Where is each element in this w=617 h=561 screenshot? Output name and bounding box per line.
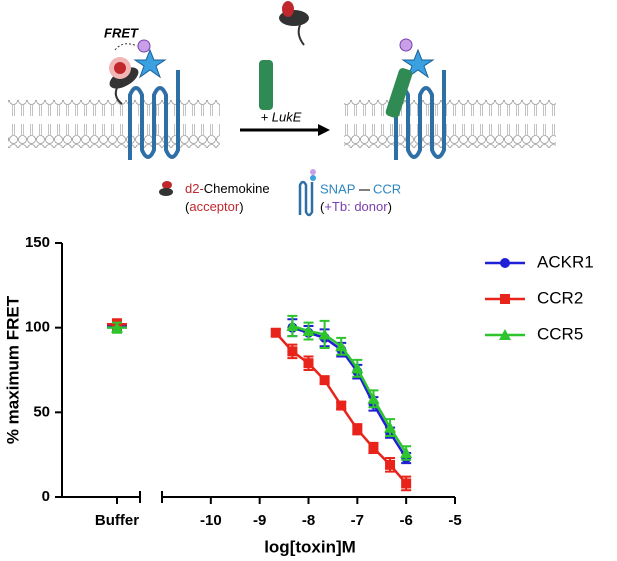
membrane [344, 100, 556, 148]
toxin [259, 60, 273, 110]
acceptor [282, 1, 294, 17]
x-tick-label: -9 [253, 512, 266, 529]
legend-label: CCR5 [537, 324, 583, 343]
legend-label: CCR2 [537, 288, 583, 307]
legend-marker [500, 258, 510, 268]
x-tick-label: -7 [351, 512, 364, 529]
buffer-point [111, 321, 123, 333]
acceptor-text: acceptor [189, 199, 240, 214]
x-axis-title: log[toxin]M [264, 537, 356, 556]
legend-label: ACKR1 [537, 252, 594, 271]
y-axis-title: % maximum FRET [3, 295, 22, 444]
data-point [385, 459, 396, 470]
data-point [303, 358, 314, 369]
y-tick-label: 50 [33, 403, 50, 420]
x-tick-label: -8 [302, 512, 315, 529]
data-point [352, 424, 363, 435]
data-point [351, 362, 364, 374]
legend-marker [500, 294, 510, 304]
snap-tag [133, 48, 167, 79]
snap-tag [401, 48, 435, 79]
receptor [128, 70, 180, 160]
data-point [384, 421, 397, 433]
donor-label: (+Tb: donor) [320, 199, 392, 214]
terbium [399, 38, 413, 52]
y-tick-label: 100 [25, 319, 50, 336]
name: Chemokine [204, 181, 270, 196]
data-point [302, 325, 315, 337]
data-point [367, 392, 380, 404]
chart: Buffer 0 50 100 150 -10 -9 -8 -7 -6 -5 log[toxin]M%… [3, 234, 593, 557]
prefix: d2- [185, 181, 204, 196]
y-tick-label: 0 [42, 488, 50, 505]
chemokine-label: d2-Chemokine [185, 181, 270, 196]
data-point [400, 446, 413, 458]
fret-label: FRET [104, 25, 139, 40]
treatment-label: + LukE [261, 109, 302, 124]
ccr-label: CCR [373, 181, 401, 196]
toxin [385, 68, 413, 118]
x-tick-label: -10 [200, 512, 222, 529]
acceptor [114, 62, 126, 74]
data-point [286, 319, 299, 331]
snap-label: SNAP [320, 181, 355, 196]
data-point [270, 327, 281, 338]
data-point [336, 400, 347, 411]
legend-marker [499, 329, 511, 340]
buffer-label: Buffer [95, 512, 139, 529]
data-point [335, 340, 348, 352]
data-point [319, 375, 330, 386]
data-point [368, 442, 379, 453]
terbium [137, 39, 151, 53]
schematic: FRET + LukE d2-Chemokine (acceptor) SNAP… [8, 1, 556, 217]
y-tick-label: 150 [25, 234, 50, 251]
data-point [401, 478, 412, 489]
x-tick-label: -6 [399, 512, 412, 529]
x-tick-label: -5 [448, 512, 461, 529]
membrane [8, 100, 220, 148]
acceptor-label: (acceptor) [185, 199, 244, 214]
data-point [287, 346, 298, 357]
data-point [318, 328, 331, 340]
donor-text: +Tb: donor [324, 199, 388, 214]
